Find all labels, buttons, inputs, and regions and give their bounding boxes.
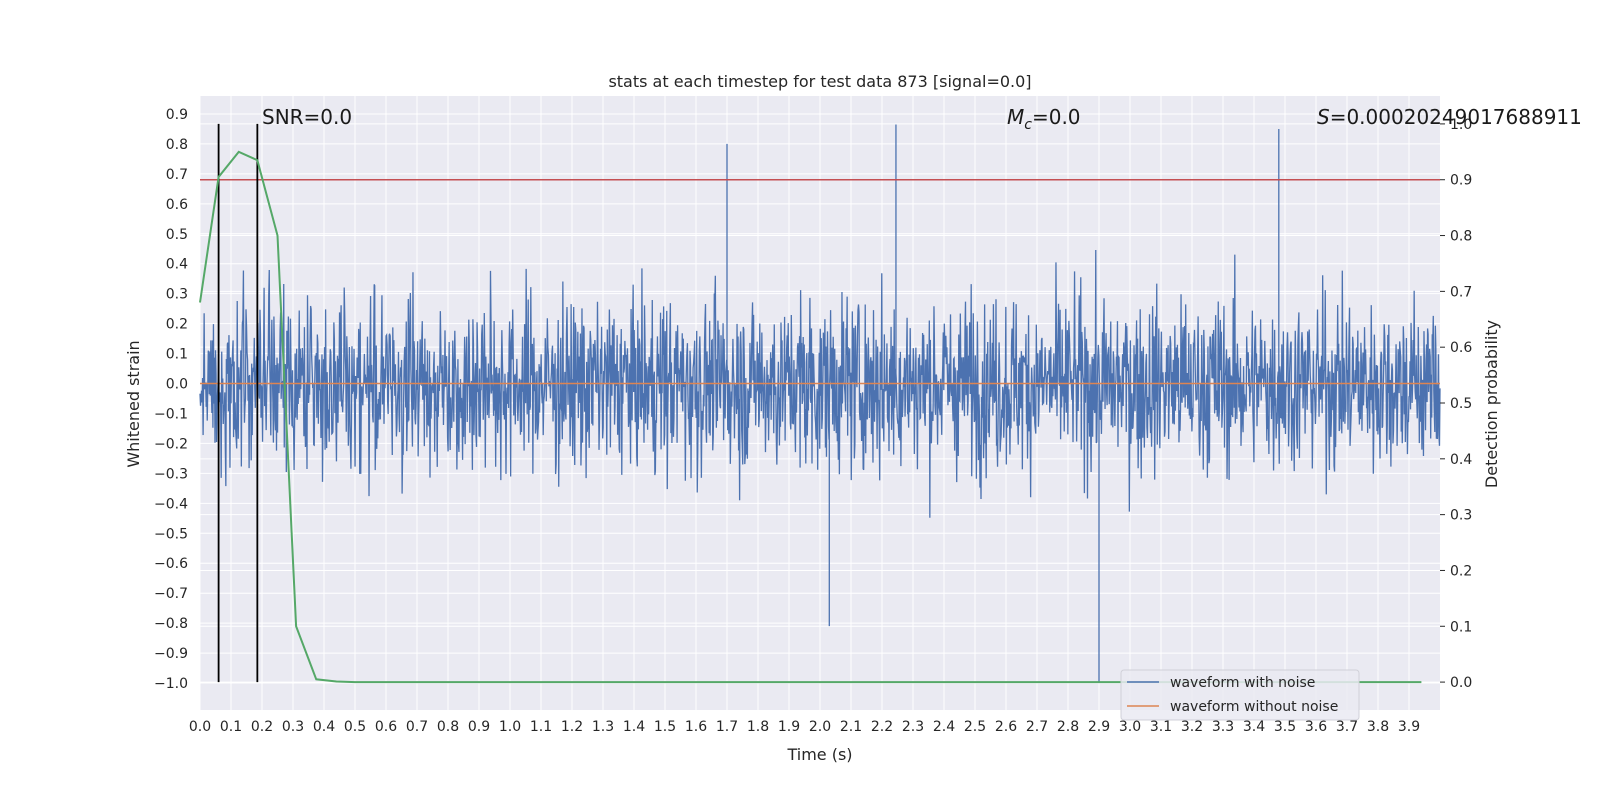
x-tick-label: 1.2 xyxy=(561,719,583,735)
x-tick-label: 1.3 xyxy=(592,719,614,735)
y-tick-label: −0.5 xyxy=(154,526,188,542)
mc-symbol: M xyxy=(1007,105,1024,129)
x-tick-label: 0.1 xyxy=(220,719,242,735)
y-tick-label: −0.9 xyxy=(154,646,188,662)
x-tick-label: 0.0 xyxy=(189,719,211,735)
legend-box xyxy=(1120,669,1360,721)
x-tick-label: 2.8 xyxy=(1057,719,1079,735)
x-tick-label: 3.9 xyxy=(1398,719,1420,735)
x-tick-label: 3.4 xyxy=(1243,719,1265,735)
mc-annotation: Mc=0.0 xyxy=(1007,105,1081,133)
s-symbol: S xyxy=(1317,105,1330,129)
x-axis-label: Time (s) xyxy=(786,745,852,764)
x-tick-label: 1.8 xyxy=(747,719,769,735)
y-tick-label: 0.4 xyxy=(166,257,188,273)
x-tick-label: 1.9 xyxy=(778,719,800,735)
x-tick-label: 0.8 xyxy=(437,719,459,735)
x-tick-label: 2.1 xyxy=(840,719,862,735)
right-tick-label: 0.9 xyxy=(1450,173,1472,189)
x-tick-label: 2.5 xyxy=(964,719,986,735)
x-tick-label: 2.9 xyxy=(1088,719,1110,735)
y-tick-label: −0.8 xyxy=(154,616,188,632)
y-tick-label: 0.0 xyxy=(166,377,188,393)
x-tick-label: 2.2 xyxy=(871,719,893,735)
x-tick-label: 3.5 xyxy=(1274,719,1296,735)
mc-value: =0.0 xyxy=(1032,105,1081,129)
legend: waveform with noise waveform without noi… xyxy=(1120,669,1360,721)
right-tick-label: 0.7 xyxy=(1450,284,1472,300)
y-tick-label: 0.1 xyxy=(166,347,188,363)
x-tick-label: 3.0 xyxy=(1119,719,1141,735)
right-tick-label: 0.0 xyxy=(1450,675,1472,691)
legend-entry-noise: waveform with noise xyxy=(1170,675,1315,691)
y-tick-label: 0.6 xyxy=(166,197,188,213)
x-tick-label: 3.3 xyxy=(1212,719,1234,735)
x-tick-label: 1.4 xyxy=(623,719,645,735)
x-tick-label: 0.7 xyxy=(406,719,428,735)
y-tick-label: −0.2 xyxy=(154,436,188,452)
x-tick-label: 2.3 xyxy=(902,719,924,735)
y-tick-label: −0.4 xyxy=(154,496,188,512)
x-tick-label: 2.4 xyxy=(933,719,955,735)
y-tick-label: 0.5 xyxy=(166,227,188,243)
right-tick-label: 0.8 xyxy=(1450,229,1472,245)
x-tick-label: 3.8 xyxy=(1367,719,1389,735)
y-tick-label: −0.6 xyxy=(154,556,188,572)
x-tick-label: 1.6 xyxy=(685,719,707,735)
noise-trace xyxy=(199,124,1441,684)
mc-subscript: c xyxy=(1024,117,1032,133)
chart-title: stats at each timestep for test data 873… xyxy=(608,72,1031,91)
x-tick-label: 1.0 xyxy=(499,719,521,735)
noise-series xyxy=(199,124,1441,684)
right-tick-label: 0.5 xyxy=(1450,396,1472,412)
x-tick-label: 0.9 xyxy=(468,719,490,735)
right-tick-label: 1.0 xyxy=(1450,117,1472,133)
y-tick-label: 0.7 xyxy=(166,167,188,183)
x-tick-label: 2.6 xyxy=(995,719,1017,735)
right-tick-label: 0.1 xyxy=(1450,619,1472,635)
x-tick-label: 1.5 xyxy=(654,719,676,735)
x-tick-label: 0.2 xyxy=(251,719,273,735)
x-tick-label: 0.6 xyxy=(375,719,397,735)
legend-entry-clean: waveform without noise xyxy=(1170,699,1338,715)
s-value: =0.00020249017688911 xyxy=(1330,105,1582,129)
detection-probability-line xyxy=(199,150,1422,684)
x-tick-label: 0.3 xyxy=(282,719,304,735)
x-tick-label: 1.1 xyxy=(530,719,552,735)
y-tick-label: 0.2 xyxy=(166,317,188,333)
y-tick-label: 0.3 xyxy=(166,287,188,303)
right-tick-label: 0.3 xyxy=(1450,508,1472,524)
y-tick-label: 0.9 xyxy=(166,107,188,123)
x-tick-label: 1.7 xyxy=(716,719,738,735)
x-tick-label: 0.4 xyxy=(313,719,335,735)
snr-annotation: SNR=0.0 xyxy=(262,105,352,129)
x-tick-label: 2.7 xyxy=(1026,719,1048,735)
x-tick-label: 2.0 xyxy=(809,719,831,735)
overlay xyxy=(199,123,1440,684)
x-tick-label: 0.5 xyxy=(344,719,366,735)
y-tick-label: 0.8 xyxy=(166,137,188,153)
s-annotation: S=0.00020249017688911 xyxy=(1317,105,1582,129)
y-tick-label: −0.7 xyxy=(154,586,188,602)
x-tick-label: 3.7 xyxy=(1336,719,1358,735)
x-tick-label: 3.2 xyxy=(1181,719,1203,735)
y-tick-label: −0.1 xyxy=(154,406,188,422)
y-axis-right-label: Detection probability xyxy=(1482,320,1501,488)
tick-labels: 0.0 0.1 0.2 0.3 0.4 0.5 0.6 0.7 0.8 0.9 1.0 1.1 1.2 1… xyxy=(154,107,1472,735)
y-axis-label: Whitened strain xyxy=(124,340,143,467)
y-tick-label: −0.3 xyxy=(154,466,188,482)
right-tick-label: 0.4 xyxy=(1450,452,1472,468)
x-tick-label: 3.1 xyxy=(1150,719,1172,735)
right-tick-label: 0.6 xyxy=(1450,340,1472,356)
right-tick-label: 0.2 xyxy=(1450,563,1472,579)
x-tick-label: 3.6 xyxy=(1305,719,1327,735)
y-tick-label: −1.0 xyxy=(154,676,188,692)
